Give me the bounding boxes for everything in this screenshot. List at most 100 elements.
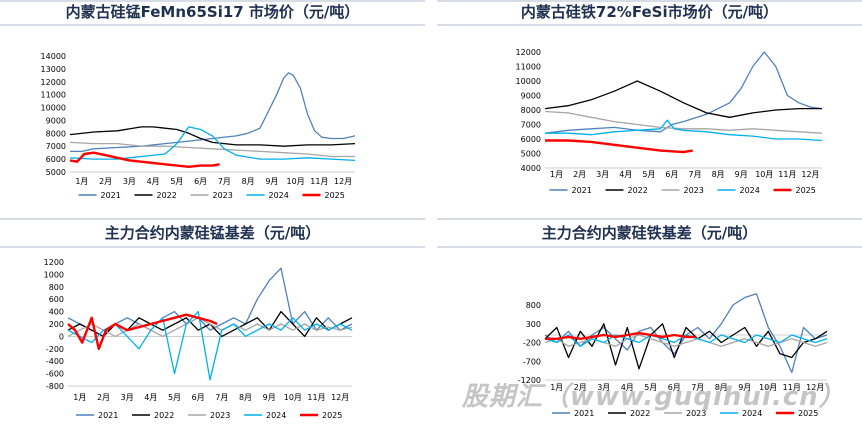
x-tick-label: 11月 (778, 170, 796, 179)
x-tick-label: 2月 (97, 393, 110, 402)
y-tick-label: -600 (46, 370, 64, 379)
y-tick-label: -200 (46, 345, 64, 354)
y-tick-label: 4000 (521, 164, 541, 173)
x-tick-label: 3月 (121, 393, 134, 402)
chart-panel-femn: 内蒙古硅锰FeMn65Si17 市场价（元/吨） 5000 6000 7000 800… (0, 0, 425, 210)
y-tick-label: 600 (49, 295, 64, 304)
series-line-2025 (69, 151, 220, 169)
chart-panel-femn-basis: 主力合约内蒙硅锰基差（元/吨） -800 -600 -400 -200 0 200 400 6… (0, 218, 425, 426)
series-line-2021 (544, 293, 828, 374)
y-tick-label: 10000 (516, 77, 541, 86)
x-tick-label: 6月 (194, 177, 207, 186)
y-tick-label: 1200 (44, 258, 64, 267)
x-tick-label: 4月 (619, 170, 632, 179)
x-tick-label: 5月 (642, 170, 655, 179)
x-tick-label: 1月 (550, 170, 563, 179)
legend-label-2022: 2022 (157, 191, 177, 200)
x-tick-label: 10月 (759, 383, 777, 392)
legend-label-2025: 2025 (325, 191, 345, 200)
y-tick-label: 10000 (41, 104, 66, 113)
series-line-2023 (69, 141, 355, 158)
x-tick-label: 5月 (170, 177, 183, 186)
y-tick-label: 9000 (46, 116, 66, 125)
x-tick-label: 8月 (712, 170, 725, 179)
legend-label-2025: 2025 (322, 411, 342, 420)
x-tick-label: 3月 (596, 170, 609, 179)
series-line-2024 (69, 126, 356, 162)
chart-svg: 4000 5000 6000 7000 8000 9000 10000 11000 12000 1… (516, 48, 823, 195)
series-line-2022 (544, 80, 822, 118)
legend-label-2023: 2023 (684, 186, 704, 195)
x-tick-label: 8月 (715, 383, 728, 392)
x-tick-label: 11月 (783, 383, 801, 392)
x-tick-label: 3月 (123, 177, 136, 186)
series-line-2023 (67, 317, 353, 338)
y-tick-label: -800 (46, 382, 64, 391)
legend-label-2021: 2021 (574, 409, 594, 418)
legend-label-2024: 2024 (742, 409, 762, 418)
x-tick-label: 1月 (75, 177, 88, 186)
series-line-2023 (544, 110, 823, 134)
y-tick-label: 200 (49, 320, 64, 329)
y-tick-label: 11000 (41, 91, 66, 100)
x-tick-label: 9月 (735, 170, 748, 179)
chart-svg: -1200 -700 -200 300 800 1月 2月 3月 4月 5月 6月 7月 8月 9月 10月… (518, 293, 828, 418)
y-tick-label: 0 (59, 332, 64, 341)
chart-title: 主力合约内蒙硅锰基差（元/吨） (104, 224, 321, 242)
y-tick-label: 6000 (46, 155, 66, 164)
x-tick-label: 4月 (144, 393, 157, 402)
chart-panel-fesi: 内蒙古硅铁72%FeSi市场价（元/吨） 4000 5000 6000 7000 800… (437, 0, 862, 210)
y-tick-label: 9000 (521, 92, 541, 101)
y-tick-label: 7000 (521, 121, 541, 130)
x-tick-label: 12月 (801, 170, 819, 179)
legend-label-2024: 2024 (740, 186, 760, 195)
x-tick-label: 9月 (263, 393, 276, 402)
y-tick-label: -200 (523, 339, 541, 348)
y-tick-label: 5000 (46, 168, 66, 177)
y-tick-label: 300 (526, 320, 541, 329)
series-line-2024 (545, 119, 823, 142)
y-tick-label: 13000 (41, 65, 66, 74)
x-tick-label: 2月 (574, 383, 587, 392)
watermark: 股期汇（www.guqihui.cn） (462, 382, 846, 412)
series-line-2022 (69, 126, 356, 147)
series-line-2024 (544, 334, 828, 347)
y-tick-label: -400 (46, 357, 64, 366)
series-line-2022 (544, 323, 828, 370)
x-tick-label: 5月 (644, 383, 657, 392)
x-tick-label: 10月 (287, 177, 305, 186)
x-tick-label: 7月 (688, 170, 701, 179)
x-tick-label: 1月 (73, 393, 86, 402)
legend-label-2021: 2021 (98, 411, 118, 420)
y-tick-label: 12000 (516, 48, 541, 57)
x-tick-label: 2月 (573, 170, 586, 179)
x-tick-label: 12月 (334, 177, 352, 186)
y-tick-label: 800 (526, 301, 541, 310)
x-tick-label: 4月 (147, 177, 160, 186)
x-tick-label: 2月 (99, 177, 112, 186)
chart-svg: -800 -600 -400 -200 0 200 400 600 800 1000 1200 1月 2… (44, 258, 353, 420)
legend-label-2024: 2024 (266, 411, 286, 420)
chart-panel-fesi-basis: 主力合约内蒙硅铁基差（元/吨） -1200 -700 -200 300 800 1月 2月 3… (437, 218, 862, 426)
x-tick-label: 11月 (310, 177, 328, 186)
legend-label-2023: 2023 (686, 409, 706, 418)
y-tick-label: 11000 (516, 63, 541, 72)
y-tick-label: 7000 (46, 142, 66, 151)
x-tick-label: 11月 (307, 393, 325, 402)
y-tick-label: 8000 (46, 129, 66, 138)
y-tick-label: 800 (49, 283, 64, 292)
x-tick-label: 4月 (621, 383, 634, 392)
series-line-2021 (70, 72, 356, 153)
legend-label-2024: 2024 (269, 191, 289, 200)
x-tick-label: 1月 (550, 383, 563, 392)
x-tick-label: 3月 (597, 383, 610, 392)
x-tick-label: 7月 (215, 393, 228, 402)
y-tick-label: -1200 (518, 376, 541, 385)
x-tick-label: 6月 (665, 170, 678, 179)
legend-label-2021: 2021 (101, 191, 121, 200)
x-tick-label: 8月 (242, 177, 255, 186)
legend-label-2023: 2023 (213, 191, 233, 200)
y-tick-label: 8000 (521, 106, 541, 115)
x-tick-label: 8月 (239, 393, 252, 402)
x-tick-label: 9月 (738, 383, 751, 392)
